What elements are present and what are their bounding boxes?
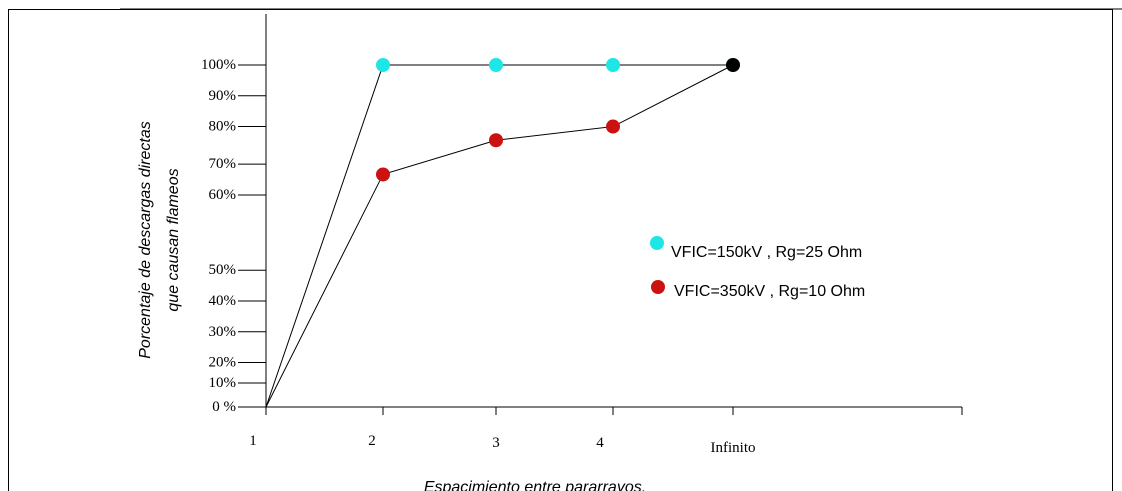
y-tick-label: 20% bbox=[209, 355, 237, 371]
y-tick-label: 30% bbox=[209, 324, 237, 340]
data-point-overlap bbox=[726, 58, 740, 72]
legend-marker-series-1 bbox=[650, 236, 664, 250]
data-point-series-2 bbox=[489, 133, 503, 148]
series-line-1 bbox=[265, 64, 733, 408]
y-tick-label: 10% bbox=[209, 375, 237, 391]
data-point-series-1 bbox=[489, 58, 503, 72]
data-point-series-1 bbox=[606, 58, 620, 72]
y-axis-label-line2: que causan flameos bbox=[165, 168, 182, 311]
x-tick-label: 3 bbox=[492, 435, 500, 451]
y-tick-label: 80% bbox=[209, 119, 237, 135]
data-point-series-2 bbox=[376, 167, 390, 182]
data-point-series-1 bbox=[376, 58, 390, 72]
y-tick-label: 70% bbox=[209, 156, 237, 172]
x-tick-label: 4 bbox=[596, 435, 604, 451]
y-tick-label: 60% bbox=[209, 187, 237, 203]
y-tick-label: 90% bbox=[209, 88, 237, 104]
y-tick-label: 40% bbox=[209, 293, 237, 309]
y-tick-label: 100% bbox=[201, 57, 236, 73]
y-tick-label: 50% bbox=[209, 262, 237, 278]
legend-label-series-2: VFIC=350kV , Rg=10 Ohm bbox=[674, 283, 865, 300]
x-tick-label: Infinito bbox=[711, 440, 756, 456]
legend-label-series-1: VFIC=150kV , Rg=25 Ohm bbox=[671, 244, 862, 261]
x-axis-label: Espacimiento entre pararrayos. bbox=[424, 479, 646, 491]
ticks: 0 % 10% 20% 30% 40% 50% 60% 70% 80% 90% 100% 1 2 3 4 In… bbox=[201, 57, 963, 456]
series-line-2 bbox=[265, 64, 734, 408]
legend: VFIC=150kV , Rg=25 Ohm VFIC=350kV , Rg=1… bbox=[650, 236, 865, 300]
x-tick-label: 2 bbox=[368, 433, 376, 449]
markers bbox=[376, 58, 740, 182]
y-axis-label-line1: Porcentaje de descargas directas bbox=[137, 121, 154, 358]
figure-frame bbox=[8, 9, 1113, 491]
x-tick-label: 1 bbox=[249, 433, 257, 449]
y-tick-label: 0 % bbox=[212, 399, 236, 415]
series bbox=[265, 64, 734, 408]
axes bbox=[265, 14, 962, 408]
legend-marker-series-2 bbox=[651, 280, 665, 294]
data-point-series-2 bbox=[606, 119, 620, 134]
